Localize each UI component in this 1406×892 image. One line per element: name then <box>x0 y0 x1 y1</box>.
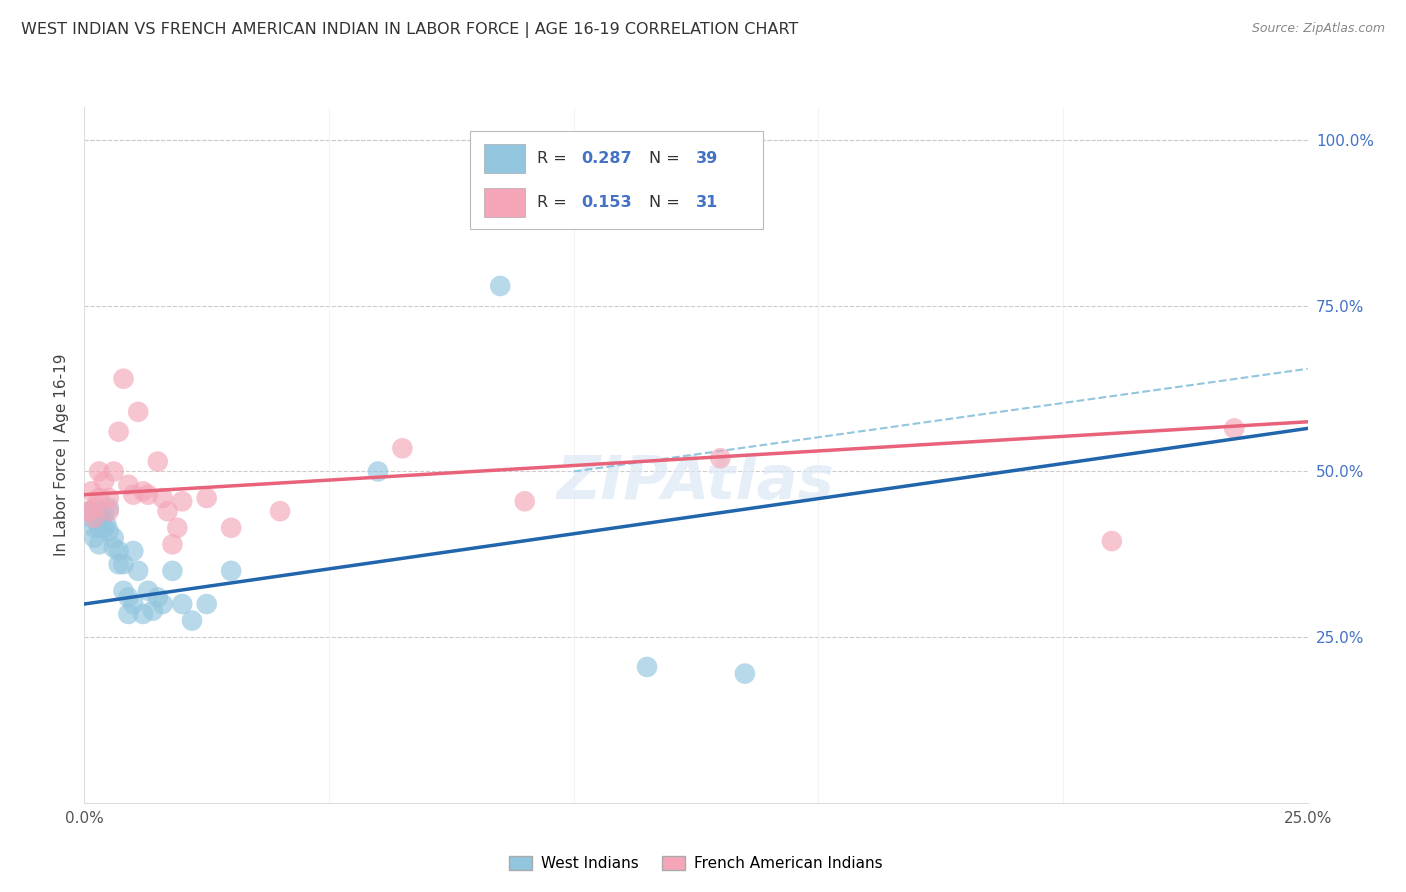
Point <box>166 521 188 535</box>
Point <box>146 454 169 468</box>
Point <box>122 597 145 611</box>
Point <box>83 521 105 535</box>
Point <box>112 558 135 572</box>
Text: 39: 39 <box>696 151 718 166</box>
Point <box>513 494 536 508</box>
Text: N =: N = <box>648 151 685 166</box>
Point <box>83 511 105 525</box>
Point <box>96 517 118 532</box>
Point <box>93 475 115 489</box>
Point <box>107 544 129 558</box>
FancyBboxPatch shape <box>484 144 526 173</box>
Point <box>77 504 100 518</box>
Point <box>172 494 194 508</box>
Text: 31: 31 <box>696 195 718 210</box>
Text: ZIPAtlas: ZIPAtlas <box>557 453 835 512</box>
Point <box>136 488 159 502</box>
Point <box>391 442 413 456</box>
Point <box>97 491 120 505</box>
Point <box>86 508 108 522</box>
Point <box>87 465 110 479</box>
Text: 0.153: 0.153 <box>581 195 631 210</box>
Point <box>636 660 658 674</box>
Point <box>367 465 389 479</box>
Point <box>107 558 129 572</box>
Point <box>77 504 100 518</box>
Point <box>152 597 174 611</box>
Point <box>269 504 291 518</box>
Point <box>93 508 115 522</box>
Point <box>103 465 125 479</box>
Point <box>146 591 169 605</box>
Point <box>103 531 125 545</box>
Point <box>87 537 110 551</box>
Text: R =: R = <box>537 195 572 210</box>
Point <box>132 484 155 499</box>
Point <box>162 537 184 551</box>
Point <box>97 504 120 518</box>
FancyBboxPatch shape <box>484 188 526 217</box>
Text: Source: ZipAtlas.com: Source: ZipAtlas.com <box>1251 22 1385 36</box>
Point <box>127 405 149 419</box>
Point <box>117 591 139 605</box>
Point <box>489 279 512 293</box>
FancyBboxPatch shape <box>470 131 763 229</box>
Point <box>142 604 165 618</box>
Point <box>107 425 129 439</box>
Point <box>103 541 125 555</box>
Point <box>80 484 103 499</box>
Point <box>112 372 135 386</box>
Text: N =: N = <box>648 195 685 210</box>
Point <box>87 504 110 518</box>
Point <box>181 614 204 628</box>
Point <box>132 607 155 621</box>
Point <box>83 500 105 515</box>
Point <box>93 521 115 535</box>
Point <box>709 451 731 466</box>
Point <box>219 564 242 578</box>
Point <box>80 511 103 525</box>
Point <box>122 488 145 502</box>
Point <box>136 583 159 598</box>
Legend: West Indians, French American Indians: West Indians, French American Indians <box>502 848 890 879</box>
Y-axis label: In Labor Force | Age 16-19: In Labor Force | Age 16-19 <box>55 353 70 557</box>
Point <box>117 607 139 621</box>
Point <box>90 511 112 525</box>
Point <box>112 583 135 598</box>
Point <box>162 564 184 578</box>
Point <box>117 477 139 491</box>
Point <box>83 531 105 545</box>
Point <box>87 491 110 505</box>
Text: WEST INDIAN VS FRENCH AMERICAN INDIAN IN LABOR FORCE | AGE 16-19 CORRELATION CHA: WEST INDIAN VS FRENCH AMERICAN INDIAN IN… <box>21 22 799 38</box>
Point <box>152 491 174 505</box>
Text: 0.287: 0.287 <box>581 151 631 166</box>
Point <box>97 500 120 515</box>
Point <box>156 504 179 518</box>
Point <box>122 544 145 558</box>
Point <box>1223 421 1246 435</box>
Point <box>97 524 120 538</box>
Point <box>87 521 110 535</box>
Point <box>195 597 218 611</box>
Point <box>195 491 218 505</box>
Text: R =: R = <box>537 151 572 166</box>
Point <box>219 521 242 535</box>
Point <box>127 564 149 578</box>
Point <box>172 597 194 611</box>
Point <box>1101 534 1123 549</box>
Point <box>734 666 756 681</box>
